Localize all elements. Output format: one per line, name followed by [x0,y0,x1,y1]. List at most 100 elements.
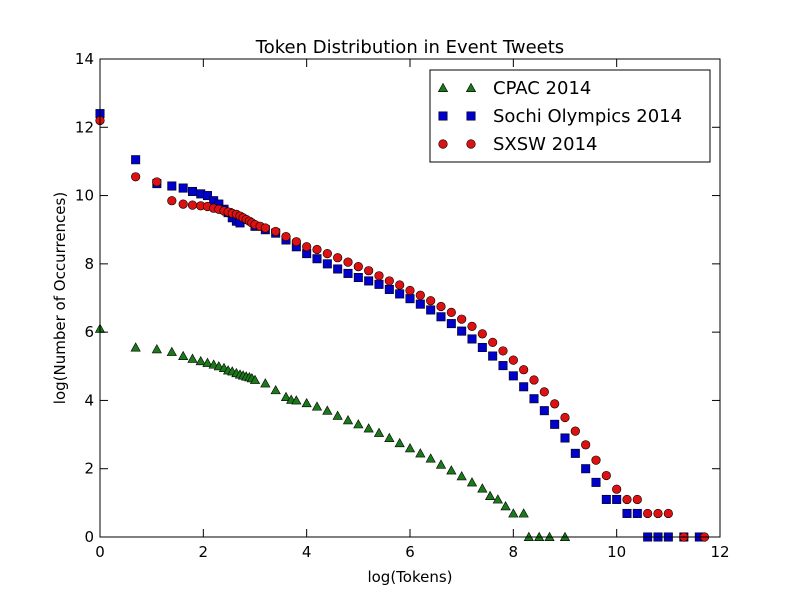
data-point [415,290,425,300]
series-0 [94,323,571,541]
data-point [591,455,601,465]
x-tick-label: 6 [405,543,415,561]
data-point [343,268,353,278]
data-point [653,508,663,519]
data-point [202,191,212,201]
x-axis-label: log(Tokens) [367,568,452,586]
data-point [601,470,611,481]
data-point [213,361,224,371]
data-point [291,395,302,405]
y-tick-label: 2 [84,460,94,478]
legend-marker [438,139,448,149]
data-point [500,501,511,511]
data-point [492,494,503,504]
data-point [498,346,508,356]
data-point [467,334,477,344]
x-tick-label: 10 [607,543,626,561]
data-point [519,382,529,392]
data-point [477,329,487,339]
data-point [425,453,436,463]
data-point [312,254,322,264]
data-point [208,359,219,369]
data-point [581,464,591,474]
data-point [281,231,291,242]
y-tick-label: 6 [84,323,94,341]
legend-frame [429,69,711,163]
data-point [131,172,141,182]
data-point [405,294,415,304]
data-point [632,494,642,505]
data-point [405,285,415,296]
data-point [601,494,611,504]
y-tick-label: 8 [84,255,94,273]
ticks-layer: 0 2 4 6 8 10 12 0 2 4 6 8 10 12 14 [75,50,730,561]
data-point [477,483,488,493]
x-tick-label: 2 [199,543,209,561]
legend: CPAC 2014 Sochi Olympics 2014 SXSW 2014 [429,69,711,163]
data-point [508,371,518,381]
legend-label: Sochi Olympics 2014 [493,106,682,127]
data-point [529,375,539,385]
data-point [202,357,213,367]
legend-label: SXSW 2014 [493,134,598,155]
data-point [539,406,549,416]
data-point [364,266,374,276]
data-point [560,412,570,423]
x-tick-label: 4 [302,543,312,561]
data-point [364,276,374,286]
data-point [311,401,323,411]
data-point [426,296,436,306]
y-axis-label: log(Number of Occurrences) [51,192,69,404]
data-point [178,183,188,193]
data-point [384,432,395,442]
data-point [560,433,570,443]
data-point [436,301,446,312]
data-point [353,273,363,283]
data-point [456,471,467,481]
legend-marker [466,139,476,149]
data-point [457,326,467,336]
data-point [343,257,353,267]
data-point [550,419,560,429]
data-point [508,508,519,518]
data-point [152,177,162,187]
data-point [622,494,632,505]
data-point [663,508,673,519]
data-point [384,284,394,294]
data-point [550,399,560,409]
data-point [477,343,487,353]
data-point [167,196,177,206]
plot-area: 0 2 4 6 8 10 12 0 2 4 6 8 10 12 14 [75,50,730,561]
data-point [446,465,457,475]
data-point [342,415,354,425]
data-point [415,448,426,458]
data-point [519,365,529,375]
data-point [322,405,333,415]
data-point [374,279,384,289]
data-point [415,299,425,309]
series-2 [95,115,710,542]
data-point [436,312,446,322]
data-point [271,226,281,237]
data-point [404,443,416,453]
data-point [373,427,385,437]
data-point [570,448,580,458]
legend-marker [465,82,477,92]
data-point [333,264,343,274]
data-point [466,477,478,487]
y-tick-label: 10 [75,187,94,205]
data-point [260,378,271,388]
data-point [581,440,591,450]
data-point [151,343,162,354]
data-point [187,200,198,210]
data-point [166,346,177,356]
data-point [529,394,539,404]
data-point [322,259,332,269]
data-point [270,384,281,395]
data-point [332,410,343,420]
data-point [426,305,436,315]
data-point [498,361,508,371]
data-point [353,419,364,429]
